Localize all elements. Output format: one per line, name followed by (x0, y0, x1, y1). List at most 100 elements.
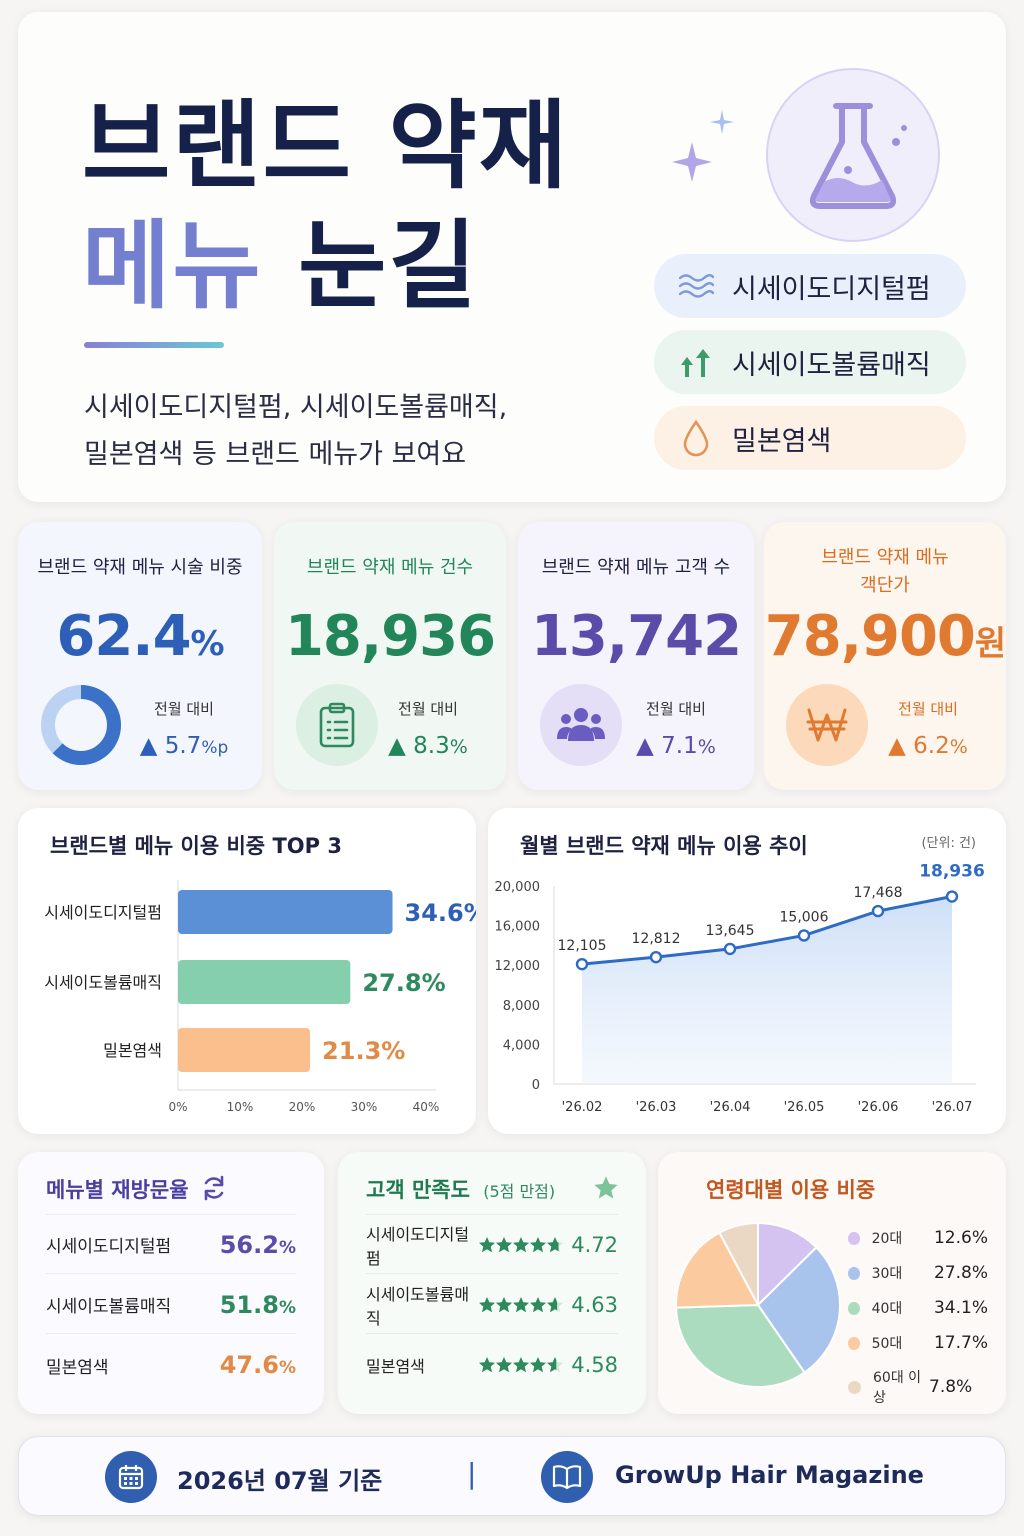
row-name: 시세이도볼륨매직 (366, 1284, 470, 1328)
star-icon (513, 1357, 530, 1373)
series-line (581, 895, 953, 966)
donut-icon (40, 684, 122, 766)
kpi-card-customers: 브랜드 약재 메뉴 고객 수 13,742 전월 대비 ▲ 7.1% (518, 522, 754, 790)
legend-item: 40대 34.1% (848, 1298, 988, 1318)
flask-icon (766, 68, 940, 242)
bar-value-label: 21.3% (322, 1037, 405, 1065)
arrows-up-icon (674, 340, 718, 384)
kpi-compare: 전월 대비 ▲ 6.2% (868, 698, 988, 759)
footer-source: GrowUp Hair Magazine (615, 1461, 924, 1489)
kpi-title: 브랜드 약재 메뉴 고객 수 (541, 557, 731, 578)
hero-title-highlight: 메뉴 (82, 210, 263, 322)
legend-item: 30대 27.8% (848, 1263, 988, 1283)
y-tick-label: 20,000 (495, 880, 541, 895)
star-icon (513, 1236, 530, 1252)
data-label: 12,105 (558, 938, 607, 954)
score-value: 4.63 (571, 1292, 618, 1317)
footer-separator: | (467, 1457, 477, 1490)
legend-item: 20대 12.6% (848, 1228, 988, 1248)
data-label: 18,936 (919, 862, 985, 882)
compare-change: ▲ 5.7%p (139, 733, 229, 759)
star-icon (479, 1296, 496, 1312)
x-tick-label: '26.04 (710, 1100, 751, 1115)
x-tick-label: '26.05 (784, 1100, 825, 1115)
data-label: 12,812 (632, 931, 681, 947)
rating-stars (479, 1236, 564, 1252)
line-chart: 0 4,000 8,000 12,000 16,000 20,000 12,105 '26.0… (495, 862, 985, 1115)
legend-label: 20대 (871, 1231, 903, 1247)
kpi-title: 브랜드 약재 메뉴 건수 (306, 557, 474, 578)
star-icon (496, 1236, 513, 1252)
y-tick-label: 16,000 (495, 920, 541, 935)
kpi-title: 브랜드 약재 메뉴 객단가 (821, 547, 949, 596)
legend-label: 30대 (871, 1266, 903, 1282)
legend-value: 34.1% (933, 1298, 988, 1318)
compare-change: ▲ 8.3% (388, 733, 468, 759)
list-item: 시세이도볼륨매직 51.8% (46, 1276, 296, 1334)
row-name: 밀본염색 (46, 1357, 109, 1378)
data-point (649, 950, 663, 964)
line-chart-card: 월별 브랜드 약재 메뉴 이용 추이 (단위: 건) 0 4,000 8,000 12… (488, 808, 1006, 1134)
revisit-title: 메뉴별 재방문율 (46, 1178, 189, 1202)
hero-subtitle-line2: 밀본염색 등 브랜드 메뉴가 보여요 (84, 439, 467, 470)
sparkle-icon (672, 110, 734, 182)
satisfaction-card: 고객 만족도 (5점 만점) 시세이도디지털펌 4.72 시세이도볼륨매직 4.63 밀… (338, 1152, 646, 1414)
x-tick-label: 0% (168, 1100, 187, 1114)
bar-chart-card: 브랜드별 메뉴 이용 비중 TOP 3 시세이도디지털펌 34.6% 시세이도볼륨매… (18, 808, 476, 1134)
legend-item: 60대 이상 7.8% (848, 1367, 988, 1407)
bar-category-label: 시세이도디지털펌 (44, 903, 162, 922)
calendar-icon (105, 1451, 157, 1503)
y-tick-label: 12,000 (495, 959, 541, 974)
footer: 2026년 07월 기준 | GrowUp Hair Magazine (18, 1436, 1006, 1516)
bar-category-label: 밀본염색 (103, 1041, 162, 1060)
kpi-card-avg-price: 브랜드 약재 메뉴 객단가 78,900원 전월 대비 ▲ 6.2% (764, 522, 1006, 790)
drop-icon (674, 416, 718, 460)
list-item: 밀본염색 4.58 (366, 1336, 618, 1394)
satisfaction-title: 고객 만족도 (5점 만점) (366, 1178, 556, 1202)
star-icon (594, 1176, 618, 1199)
refresh-icon (204, 1175, 224, 1201)
kpi-value: 78,900원 (764, 604, 1006, 669)
star-icon (479, 1357, 496, 1373)
x-tick-label: '26.03 (636, 1100, 677, 1115)
y-tick-label: 8,000 (503, 999, 540, 1014)
star-icon (496, 1357, 513, 1373)
legend-label: 50대 (871, 1336, 903, 1352)
hero-title-rest: 눈길 (298, 210, 479, 322)
x-tick-label: 40% (413, 1100, 440, 1114)
bar-category-label: 시세이도볼륨매직 (44, 973, 162, 992)
pill-milbon-color: 밀본염색 (654, 406, 966, 470)
pill-volume-magic: 시세이도볼륨매직 (654, 330, 966, 394)
x-tick-label: 30% (351, 1100, 378, 1114)
kpi-compare: 전월 대비 ▲ 8.3% (368, 698, 488, 759)
pie-chart-title: 연령대별 이용 비중 (706, 1178, 876, 1202)
line-chart-unit: (단위: 건) (921, 836, 976, 851)
legend-value: 12.6% (933, 1228, 988, 1248)
book-icon (541, 1451, 593, 1503)
x-tick-label: '26.06 (858, 1100, 899, 1115)
legend-swatch (848, 1336, 860, 1350)
legend-swatch (848, 1301, 860, 1315)
kpi-compare: 전월 대비 ▲ 5.7%p (124, 698, 244, 759)
legend-value: 7.8% (929, 1377, 973, 1397)
legend-item: 50대 17.7% (848, 1333, 988, 1353)
y-tick-label: 0 (532, 1078, 540, 1093)
compare-label: 전월 대비 (646, 700, 706, 718)
hero-accent-bar (84, 342, 224, 348)
rating-stars (479, 1296, 564, 1312)
star-icon (479, 1236, 496, 1252)
row-value: 56.2% (219, 1230, 296, 1259)
bar-chart: 시세이도디지털펌 34.6% 시세이도볼륨매직 27.8% 밀본염색 21.3% 0% 10%… (44, 880, 476, 1114)
star-icon (496, 1296, 513, 1312)
bar (178, 1028, 311, 1072)
legend-swatch (848, 1266, 860, 1280)
bar-chart-title: 브랜드별 메뉴 이용 비중 TOP 3 (50, 834, 342, 858)
kpi-card-count: 브랜드 약재 메뉴 건수 18,936 전월 대비 ▲ 8.3% (274, 522, 506, 790)
pill-digital-perm: 시세이도디지털펌 (654, 254, 966, 318)
area-fill (582, 896, 952, 1084)
revisit-card: 메뉴별 재방문율 시세이도디지털펌 56.2% 시세이도볼륨매직 51.8% 밀… (18, 1152, 324, 1414)
compare-label: 전월 대비 (398, 700, 458, 718)
kpi-title: 브랜드 약재 메뉴 시술 비중 (37, 557, 243, 578)
star-icon (530, 1236, 547, 1252)
row-name: 시세이도디지털펌 (46, 1237, 172, 1257)
